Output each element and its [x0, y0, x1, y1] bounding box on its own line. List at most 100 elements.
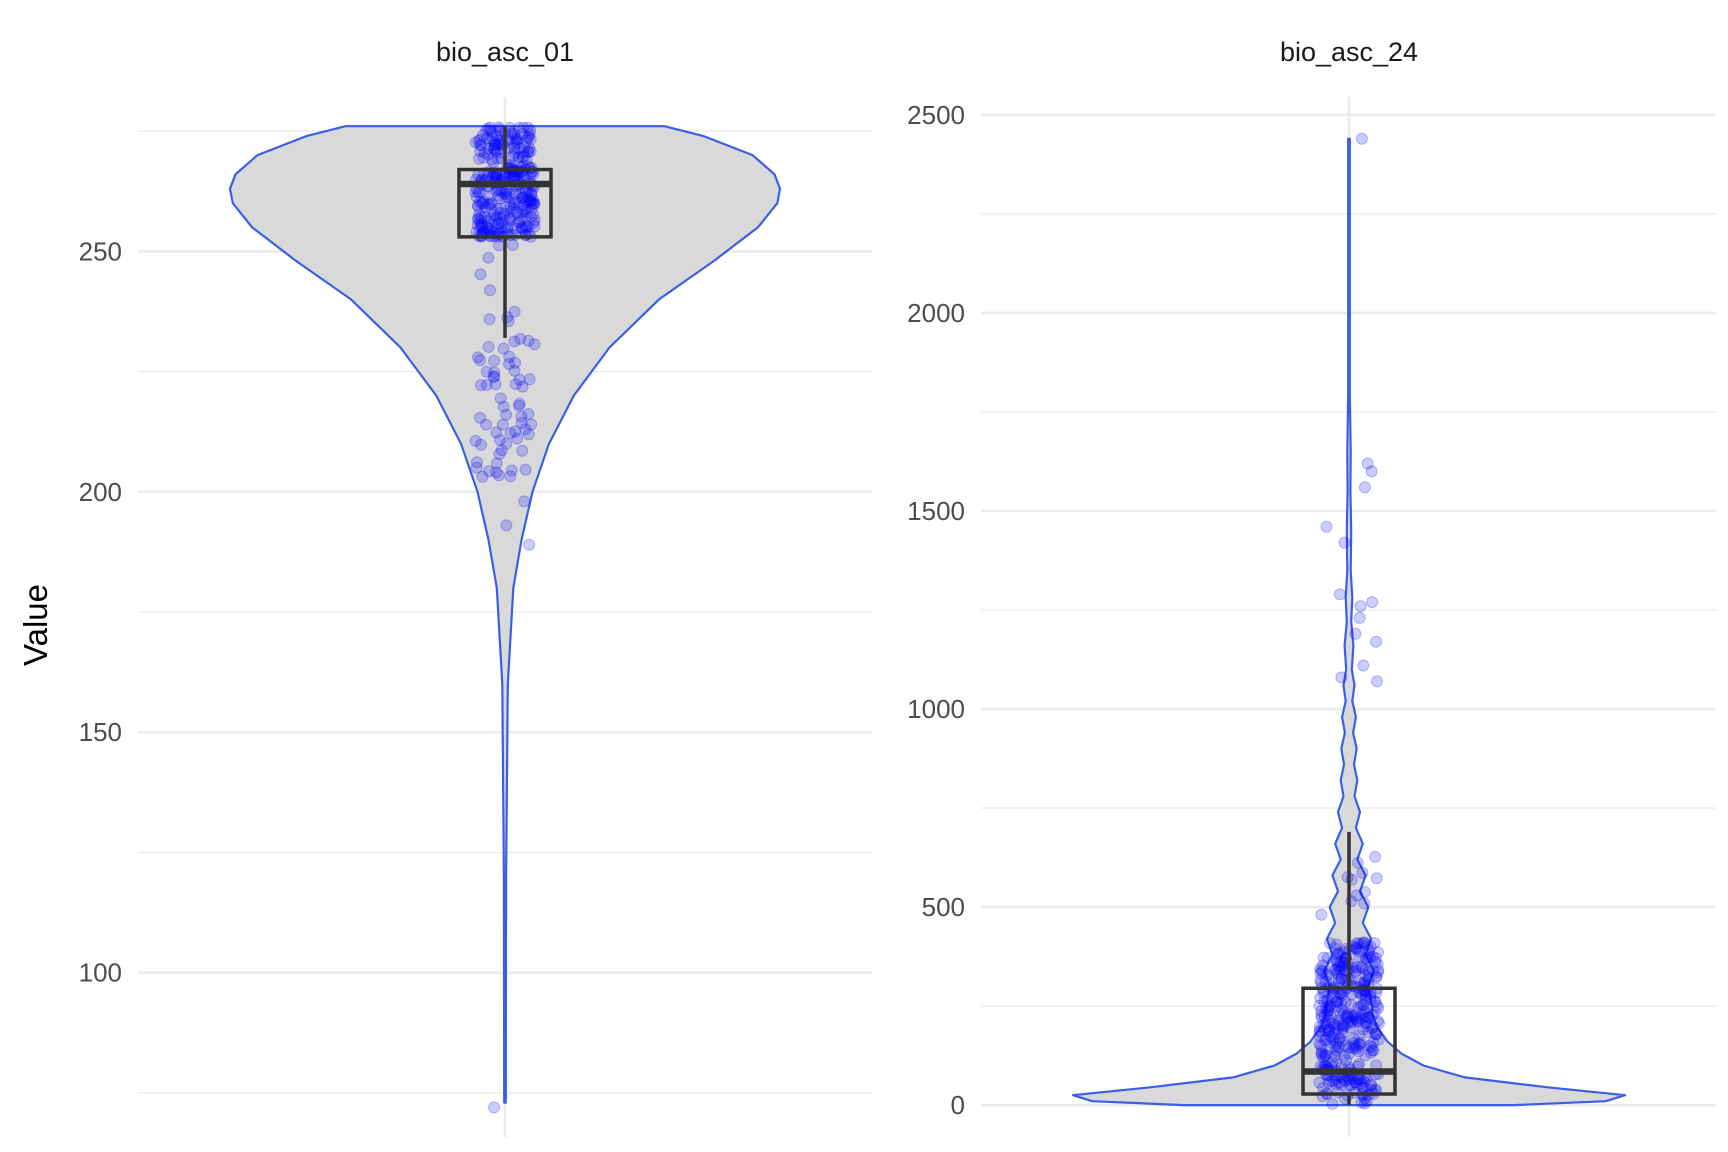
data-point	[1322, 968, 1335, 981]
data-point	[1343, 1079, 1356, 1092]
data-point	[1369, 1027, 1382, 1040]
data-point	[1360, 953, 1373, 966]
data-point	[1336, 1020, 1349, 1033]
data-point	[1313, 1076, 1326, 1089]
data-point	[494, 212, 507, 224]
violin-shape	[1071, 137, 1627, 1107]
data-point	[523, 142, 536, 155]
data-point	[1358, 1011, 1371, 1024]
data-point	[1364, 1079, 1377, 1092]
data-point	[525, 195, 538, 208]
data-point	[505, 464, 518, 477]
data-point	[1340, 1011, 1353, 1024]
data-point	[1359, 1049, 1372, 1062]
panel-2-title: bio_asc_24	[1280, 37, 1418, 67]
data-point	[495, 222, 508, 235]
data-point	[1360, 1020, 1373, 1033]
data-point	[1321, 952, 1334, 965]
y-tick-label: 100	[79, 958, 122, 988]
panel-1-boxplot	[457, 126, 553, 338]
data-point	[1370, 970, 1383, 983]
data-point	[509, 356, 522, 369]
data-point	[516, 223, 529, 236]
data-point	[525, 202, 538, 215]
data-point	[512, 195, 525, 208]
outlier-point	[1365, 465, 1378, 478]
data-point	[513, 397, 526, 410]
data-point	[1370, 1028, 1383, 1041]
data-point	[515, 410, 528, 423]
data-point	[474, 268, 487, 281]
panel-1-violin	[228, 125, 782, 1104]
data-point	[516, 444, 529, 457]
data-point	[487, 142, 500, 155]
data-point	[1354, 1038, 1366, 1051]
data-point	[1372, 946, 1385, 959]
data-point	[477, 129, 489, 142]
data-point	[1357, 936, 1370, 949]
data-point	[519, 423, 532, 436]
data-point	[1367, 1044, 1380, 1057]
data-point	[1317, 951, 1330, 964]
data-point	[482, 222, 495, 235]
data-point	[508, 305, 521, 318]
outlier-point	[488, 1101, 501, 1114]
data-point	[496, 418, 509, 431]
data-point	[482, 148, 495, 161]
data-point	[1369, 956, 1382, 969]
data-point	[1330, 938, 1343, 951]
data-point	[1357, 1004, 1370, 1017]
data-point	[518, 203, 531, 216]
data-point	[477, 151, 490, 164]
data-point	[483, 134, 496, 147]
data-point	[1326, 1056, 1339, 1069]
data-point	[1357, 999, 1369, 1011]
y-tick-label: 1500	[907, 496, 965, 526]
data-point	[1346, 1010, 1359, 1023]
data-point	[512, 399, 525, 412]
data-point	[516, 205, 529, 218]
data-point	[514, 332, 527, 345]
data-point	[1351, 1014, 1364, 1027]
data-point	[508, 364, 521, 377]
data-point	[1324, 1030, 1337, 1043]
data-point	[480, 220, 493, 233]
data-point	[507, 202, 520, 215]
data-point	[476, 222, 489, 234]
data-point	[528, 197, 541, 210]
data-point	[1329, 942, 1342, 955]
data-point	[1331, 995, 1344, 1008]
outlier-point	[1320, 520, 1333, 533]
data-point	[497, 400, 510, 413]
data-point	[519, 463, 532, 476]
data-point	[491, 202, 504, 215]
data-point	[523, 127, 536, 140]
data-point	[1349, 1013, 1362, 1026]
data-point	[528, 198, 541, 211]
data-point	[1372, 1002, 1385, 1015]
data-point	[1347, 1032, 1360, 1045]
data-point	[506, 239, 519, 251]
data-point	[1363, 1039, 1376, 1052]
data-point	[1327, 1033, 1340, 1046]
data-point	[513, 121, 525, 134]
data-point	[488, 370, 501, 383]
panel-2-jitter-points	[1313, 132, 1385, 1110]
data-point	[1356, 1023, 1369, 1036]
data-point	[506, 205, 519, 218]
data-point	[1332, 1019, 1345, 1032]
data-point	[1362, 972, 1375, 984]
data-point	[1348, 1039, 1361, 1052]
data-point	[502, 191, 515, 204]
data-point	[522, 428, 535, 441]
data-point	[1314, 1030, 1326, 1043]
data-point	[1358, 886, 1371, 898]
data-point	[1315, 1045, 1328, 1058]
data-point	[1328, 964, 1341, 976]
data-point	[509, 222, 522, 235]
data-point	[518, 206, 531, 218]
y-tick-label: 2500	[907, 100, 965, 130]
data-point	[524, 133, 537, 146]
data-point	[1355, 960, 1367, 973]
